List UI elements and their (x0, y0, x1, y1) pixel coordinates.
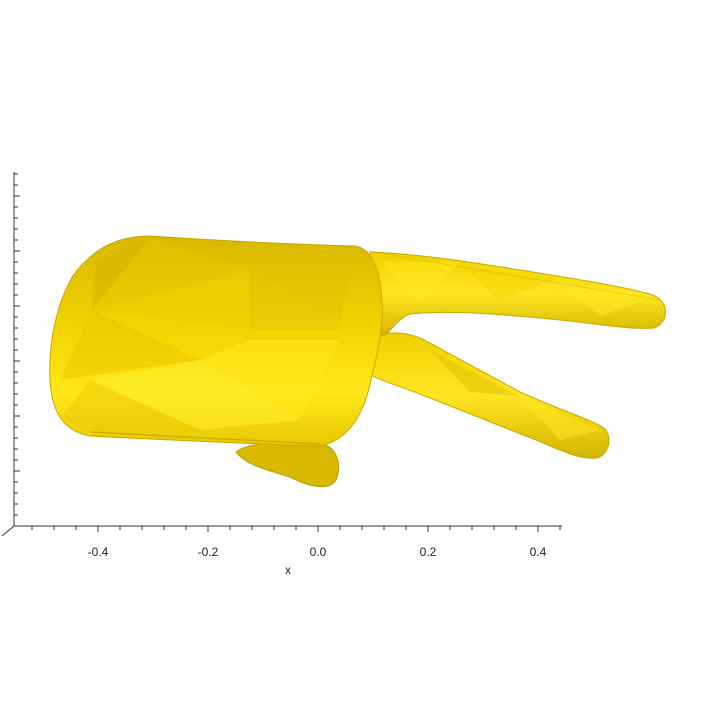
x-tick-label: 0.4 (530, 545, 547, 559)
x-tick-label: -0.2 (198, 545, 219, 559)
hand-surface-mesh (49, 235, 666, 487)
z-axis-stub (1, 525, 15, 537)
thumb-part (235, 441, 340, 487)
x-axis-label: x (285, 563, 291, 577)
x-tick-label: 0.0 (310, 545, 327, 559)
upper-finger (369, 251, 666, 337)
x-axis-ticks (31, 526, 561, 532)
lower-finger (364, 332, 610, 459)
x-axis-tick-labels: -0.4 -0.2 0.0 0.2 0.4 (88, 545, 547, 559)
mesh-facets (60, 238, 661, 445)
x-tick-label: 0.2 (420, 545, 437, 559)
y-axis-ticks (14, 173, 20, 527)
axes: -0.4 -0.2 0.0 0.2 0.4 x (1, 172, 562, 577)
x-tick-label: -0.4 (88, 545, 109, 559)
